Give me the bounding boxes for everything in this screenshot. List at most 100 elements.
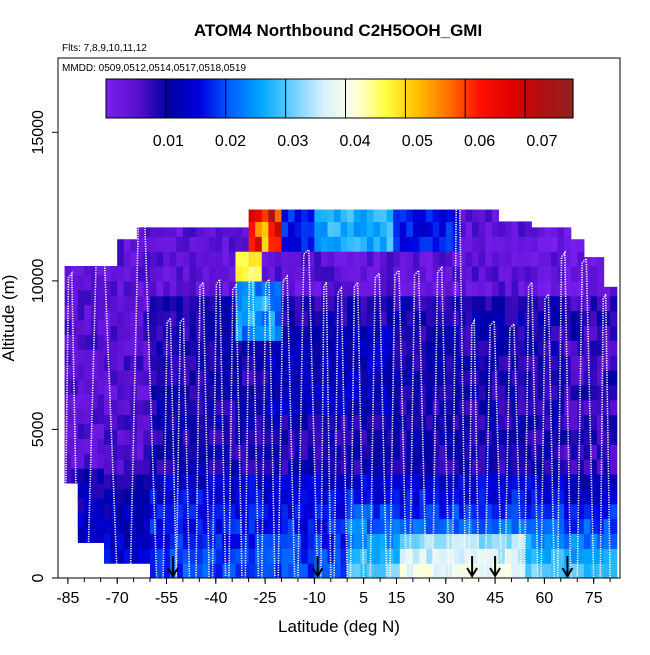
heatmap-cell bbox=[386, 488, 394, 505]
heatmap-cell bbox=[143, 518, 151, 535]
heatmap-cell bbox=[465, 399, 473, 416]
heatmap-cell bbox=[472, 355, 480, 371]
heatmap-cell bbox=[301, 548, 309, 564]
heatmap-cell bbox=[156, 414, 164, 431]
heatmap-cell bbox=[77, 289, 85, 306]
heatmap-cell bbox=[518, 503, 526, 520]
heatmap-cell bbox=[386, 414, 394, 431]
heatmap-cell bbox=[347, 399, 355, 416]
heatmap-cell bbox=[281, 221, 289, 237]
heatmap-cell bbox=[524, 533, 532, 549]
heatmap-cell bbox=[610, 286, 618, 297]
heatmap-cell bbox=[524, 399, 532, 416]
colorbar-segment bbox=[381, 79, 385, 118]
heatmap-cell bbox=[380, 251, 388, 267]
heatmap-cell bbox=[544, 370, 552, 386]
heatmap-cell bbox=[504, 444, 513, 460]
flight-track-profile bbox=[576, 256, 595, 578]
colorbar-segment bbox=[331, 79, 335, 118]
heatmap-cell bbox=[373, 209, 381, 223]
heatmap-cell bbox=[150, 251, 158, 267]
heatmap-cell bbox=[596, 518, 605, 535]
heatmap-cell bbox=[242, 503, 250, 520]
heatmap-cell bbox=[419, 221, 427, 237]
heatmap-cell bbox=[590, 429, 598, 445]
heatmap-cell bbox=[327, 340, 335, 356]
heatmap-cell bbox=[511, 295, 519, 312]
heatmap-cell bbox=[202, 280, 210, 297]
colorbar-segment bbox=[323, 79, 328, 118]
heatmap-cell bbox=[189, 533, 197, 549]
heatmap-cell bbox=[445, 251, 453, 267]
heatmap-cell bbox=[485, 266, 493, 282]
heatmap-cell bbox=[163, 429, 171, 445]
heatmap-cell bbox=[215, 459, 223, 475]
heatmap-cell bbox=[90, 289, 99, 306]
x-tick-label: 5 bbox=[359, 590, 368, 607]
heatmap-cell bbox=[77, 304, 85, 321]
heatmap-cell bbox=[84, 453, 92, 469]
heatmap-cell bbox=[360, 518, 368, 535]
heatmap-cell bbox=[215, 280, 223, 297]
heatmap-cell bbox=[281, 503, 289, 520]
heatmap-cell bbox=[353, 474, 361, 490]
heatmap-cell bbox=[610, 340, 618, 356]
heatmap-cell bbox=[511, 251, 519, 267]
heatmap-cell bbox=[320, 340, 329, 356]
heatmap-cell bbox=[248, 414, 256, 431]
heatmap-cell bbox=[163, 251, 171, 267]
heatmap-cell bbox=[353, 518, 361, 535]
heatmap-cell bbox=[347, 209, 355, 223]
heatmap-cell bbox=[583, 310, 592, 327]
heatmap-cell bbox=[314, 325, 322, 341]
heatmap-cell bbox=[386, 355, 394, 371]
heatmap-cell bbox=[504, 548, 513, 564]
heatmap-cell bbox=[189, 355, 197, 371]
heatmap-cell bbox=[117, 384, 125, 401]
x-tick-label: 45 bbox=[486, 590, 504, 607]
heatmap-cell bbox=[412, 503, 421, 520]
heatmap-cell bbox=[518, 280, 526, 297]
heatmap-cell bbox=[347, 444, 355, 460]
heatmap-cell bbox=[90, 393, 99, 410]
heatmap-cell bbox=[156, 533, 164, 549]
heatmap-cell bbox=[366, 474, 375, 490]
heatmap-cell bbox=[583, 399, 592, 416]
heatmap-cell bbox=[550, 518, 559, 535]
heatmap-cell bbox=[156, 488, 164, 505]
heatmap-cell bbox=[222, 414, 230, 431]
heatmap-cell bbox=[570, 239, 578, 252]
colorbar-segment bbox=[272, 79, 276, 118]
colorbar-segment bbox=[427, 79, 431, 118]
heatmap-cell bbox=[412, 459, 421, 475]
heatmap-cell bbox=[163, 548, 171, 564]
heatmap-cell bbox=[491, 533, 499, 549]
heatmap-cell bbox=[176, 474, 184, 490]
heatmap-cell bbox=[340, 295, 348, 312]
heatmap-cell bbox=[301, 399, 309, 416]
heatmap-cell bbox=[590, 266, 598, 282]
heatmap-cell bbox=[235, 227, 243, 237]
heatmap-cell bbox=[248, 221, 256, 237]
heatmap-cell bbox=[590, 503, 598, 520]
heatmap-cell bbox=[478, 384, 486, 401]
heatmap-cell bbox=[419, 488, 427, 505]
heatmap-cell bbox=[564, 429, 572, 445]
heatmap-cell bbox=[294, 280, 302, 297]
heatmap-cell bbox=[465, 280, 473, 297]
colorbar-segment bbox=[259, 79, 263, 118]
heatmap-cell bbox=[419, 474, 427, 490]
heatmap-cell bbox=[71, 468, 79, 484]
heatmap-cell bbox=[314, 310, 322, 327]
colorbar-segment bbox=[212, 79, 216, 118]
heatmap-cell bbox=[603, 563, 611, 578]
heatmap-cell bbox=[242, 429, 250, 445]
heatmap-cell bbox=[550, 503, 559, 520]
heatmap-cell bbox=[314, 340, 322, 356]
heatmap-cell bbox=[353, 459, 361, 475]
heatmap-cell bbox=[176, 251, 184, 267]
heatmap-cell bbox=[472, 221, 480, 237]
heatmap-cell bbox=[314, 251, 322, 267]
heatmap-cell bbox=[557, 429, 565, 445]
